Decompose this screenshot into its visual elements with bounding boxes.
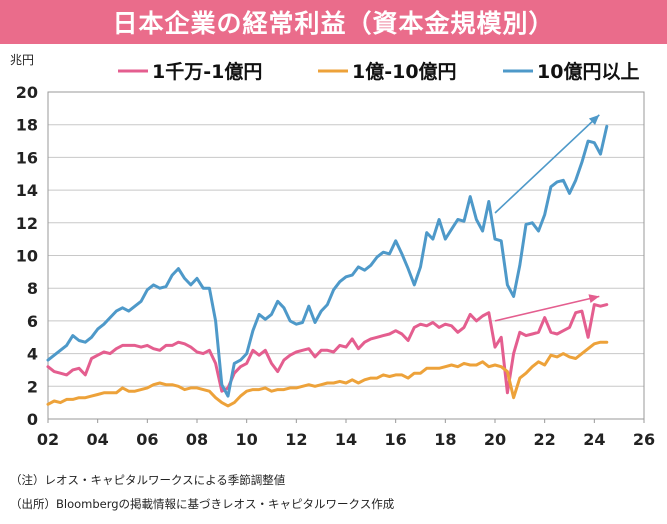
y-tick-label: 12 xyxy=(16,214,38,233)
x-tick-label: 20 xyxy=(484,430,506,449)
y-tick-label: 6 xyxy=(27,312,38,331)
series-line-mid xyxy=(46,340,609,408)
x-tick-label: 18 xyxy=(434,430,456,449)
note-text: （注）レオス・キャピタルワークスによる季節調整値 xyxy=(10,473,286,487)
series-line-large xyxy=(46,124,609,398)
y-tick-label: 0 xyxy=(27,410,38,429)
trend-arrow-head xyxy=(588,114,600,126)
y-axis-label: 兆円 xyxy=(10,53,34,67)
trend-arrow-line xyxy=(494,114,600,214)
legend-label: 1千万-1億円 xyxy=(152,60,262,83)
y-tick-label: 2 xyxy=(27,377,38,396)
legend-label: 10億円以上 xyxy=(537,60,639,83)
trend-arrow-line xyxy=(494,295,600,322)
x-tick-label: 08 xyxy=(186,430,208,449)
x-tick-label: 24 xyxy=(583,430,605,449)
y-tick-label: 10 xyxy=(16,247,38,266)
x-tick-label: 22 xyxy=(534,430,556,449)
x-tick-label: 26 xyxy=(633,430,655,449)
title-bar: 日本企業の経常利益（資本金規模別） xyxy=(0,0,667,44)
x-tick-label: 16 xyxy=(385,430,407,449)
x-tick-label: 10 xyxy=(236,430,258,449)
y-tick-label: 8 xyxy=(27,279,38,298)
y-tick-label: 16 xyxy=(16,148,38,167)
y-tick-label: 14 xyxy=(16,181,38,200)
x-tick-label: 14 xyxy=(335,430,357,449)
y-tick-label: 18 xyxy=(16,116,38,135)
x-tick-label: 06 xyxy=(136,430,158,449)
x-tick-label: 12 xyxy=(285,430,307,449)
x-tick-label: 04 xyxy=(87,430,109,449)
trend-arrow-head xyxy=(588,294,600,304)
series-line-small xyxy=(46,303,609,395)
legend-label: 1億-10億円 xyxy=(352,60,457,83)
x-tick-label: 02 xyxy=(37,430,59,449)
y-tick-label: 4 xyxy=(27,345,38,364)
y-tick-label: 20 xyxy=(16,83,38,102)
source-text: （出所）Bloombergの掲載情報に基づきレオス・キャピタルワークス作成 xyxy=(10,497,395,511)
chart-title: 日本企業の経常利益（資本金規模別） xyxy=(112,9,555,38)
